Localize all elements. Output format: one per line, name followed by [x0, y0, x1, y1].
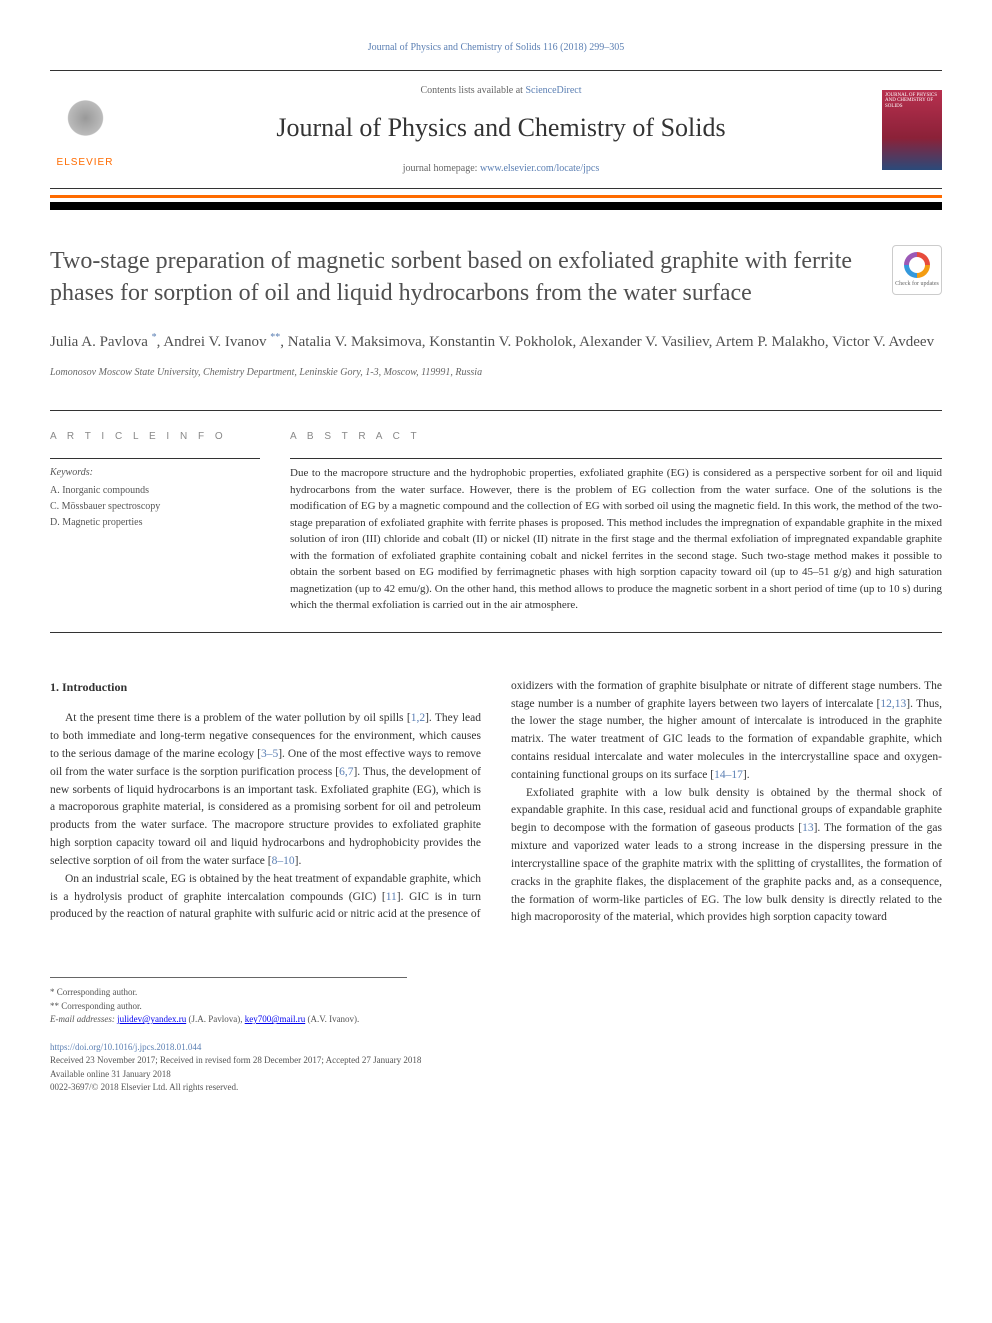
- journal-header: ELSEVIER Contents lists available at Sci…: [50, 70, 942, 189]
- crossmark-icon: [904, 252, 930, 278]
- body-paragraph: Exfoliated graphite with a low bulk dens…: [511, 785, 942, 928]
- homepage-link[interactable]: www.elsevier.com/locate/jpcs: [480, 163, 599, 174]
- email-link-2[interactable]: key700@mail.ru: [245, 1014, 306, 1024]
- journal-name: Journal of Physics and Chemistry of Soli…: [138, 108, 864, 147]
- corr-author-1: * Corresponding author.: [50, 986, 407, 1000]
- body-paragraph: On an industrial scale, EG is obtained b…: [50, 871, 481, 924]
- article-meta-footer: https://doi.org/10.1016/j.jpcs.2018.01.0…: [50, 1041, 942, 1095]
- email-name-1: (J.A. Pavlova),: [186, 1014, 245, 1024]
- homepage-prefix: journal homepage:: [403, 163, 480, 174]
- copyright-line: 0022-3697/© 2018 Elsevier Ltd. All right…: [50, 1081, 942, 1095]
- available-line: Available online 31 January 2018: [50, 1068, 942, 1082]
- article-title: Two-stage preparation of magnetic sorben…: [50, 245, 872, 310]
- citation-header: Journal of Physics and Chemistry of Soli…: [50, 40, 942, 55]
- keyword-item: C. Mössbauer spectroscopy: [50, 499, 260, 515]
- body-text: 1. Introduction At the present time ther…: [50, 678, 942, 927]
- sciencedirect-link[interactable]: ScienceDirect: [525, 85, 581, 96]
- keyword-item: A. Inorganic compounds: [50, 483, 260, 499]
- homepage-line: journal homepage: www.elsevier.com/locat…: [138, 161, 864, 176]
- article-info-label: A R T I C L E I N F O: [50, 429, 260, 444]
- keyword-item: D. Magnetic properties: [50, 515, 260, 531]
- body-paragraph: At the present time there is a problem o…: [50, 710, 481, 870]
- authors-list: Julia A. Pavlova *, Andrei V. Ivanov **,…: [50, 330, 942, 354]
- article-info-column: A R T I C L E I N F O Keywords: A. Inorg…: [50, 429, 260, 614]
- contents-available-line: Contents lists available at ScienceDirec…: [138, 83, 864, 98]
- crossmark-label: Check for updates: [895, 281, 939, 288]
- journal-cover-thumbnail: JOURNAL OF PHYSICS AND CHEMISTRY OF SOLI…: [882, 90, 942, 170]
- elsevier-wordmark: ELSEVIER: [57, 155, 114, 170]
- body-column-left: 1. Introduction At the present time ther…: [50, 678, 481, 927]
- email-label: E-mail addresses:: [50, 1014, 117, 1024]
- doi-link[interactable]: https://doi.org/10.1016/j.jpcs.2018.01.0…: [50, 1042, 201, 1052]
- section-heading: 1. Introduction: [50, 678, 481, 697]
- elsevier-tree-icon: [58, 96, 113, 151]
- abstract-text: Due to the macropore structure and the h…: [290, 458, 942, 614]
- divider: [50, 632, 942, 633]
- keywords-heading: Keywords:: [50, 465, 260, 481]
- keywords-block: Keywords: A. Inorganic compounds C. Möss…: [50, 458, 260, 531]
- black-divider: [50, 202, 942, 210]
- orange-divider: [50, 195, 942, 198]
- body-paragraph: oxidizers with the formation of graphite…: [511, 678, 942, 785]
- email-link-1[interactable]: julidev@yandex.ru: [117, 1014, 186, 1024]
- elsevier-logo: ELSEVIER: [50, 90, 120, 170]
- email-name-2: (A.V. Ivanov).: [305, 1014, 359, 1024]
- corr-author-2: ** Corresponding author.: [50, 1000, 407, 1014]
- dates-line: Received 23 November 2017; Received in r…: [50, 1054, 942, 1068]
- abstract-column: A B S T R A C T Due to the macropore str…: [290, 429, 942, 614]
- body-column-right: oxidizers with the formation of graphite…: [511, 678, 942, 927]
- contents-prefix: Contents lists available at: [420, 85, 525, 96]
- crossmark-badge[interactable]: Check for updates: [892, 245, 942, 295]
- journal-cover-text: JOURNAL OF PHYSICS AND CHEMISTRY OF SOLI…: [882, 90, 942, 113]
- abstract-label: A B S T R A C T: [290, 429, 942, 444]
- email-line: E-mail addresses: julidev@yandex.ru (J.A…: [50, 1013, 407, 1027]
- affiliation: Lomonosov Moscow State University, Chemi…: [50, 365, 942, 380]
- corresponding-footer: * Corresponding author. ** Corresponding…: [50, 977, 407, 1027]
